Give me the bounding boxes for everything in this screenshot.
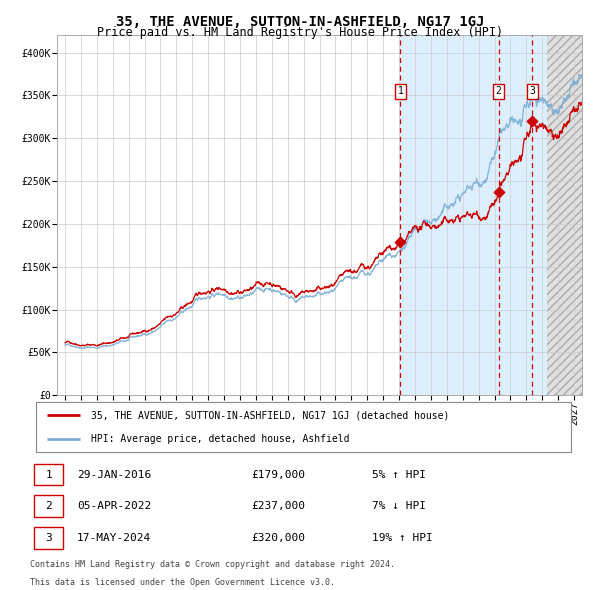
- Text: 17-MAY-2024: 17-MAY-2024: [77, 533, 151, 543]
- Text: 35, THE AVENUE, SUTTON-IN-ASHFIELD, NG17 1GJ (detached house): 35, THE AVENUE, SUTTON-IN-ASHFIELD, NG17…: [91, 410, 449, 420]
- Text: This data is licensed under the Open Government Licence v3.0.: This data is licensed under the Open Gov…: [30, 578, 335, 586]
- Text: 29-JAN-2016: 29-JAN-2016: [77, 470, 151, 480]
- FancyBboxPatch shape: [34, 496, 63, 517]
- Text: 1: 1: [397, 86, 403, 96]
- Bar: [400, 35, 547, 395]
- FancyBboxPatch shape: [34, 527, 63, 549]
- Text: £237,000: £237,000: [251, 502, 305, 511]
- Text: 3: 3: [529, 86, 535, 96]
- Text: £179,000: £179,000: [251, 470, 305, 480]
- Text: 3: 3: [46, 533, 52, 543]
- Point: [494, 188, 503, 197]
- Text: 35, THE AVENUE, SUTTON-IN-ASHFIELD, NG17 1GJ: 35, THE AVENUE, SUTTON-IN-ASHFIELD, NG17…: [116, 15, 484, 29]
- Text: Contains HM Land Registry data © Crown copyright and database right 2024.: Contains HM Land Registry data © Crown c…: [30, 560, 395, 569]
- Text: 5% ↑ HPI: 5% ↑ HPI: [372, 470, 426, 480]
- FancyBboxPatch shape: [35, 402, 571, 452]
- Text: 2: 2: [496, 86, 502, 96]
- Point: [395, 237, 405, 247]
- Point: [527, 116, 537, 126]
- Text: Price paid vs. HM Land Registry's House Price Index (HPI): Price paid vs. HM Land Registry's House …: [97, 26, 503, 39]
- Text: HPI: Average price, detached house, Ashfield: HPI: Average price, detached house, Ashf…: [91, 434, 349, 444]
- Bar: [547, 35, 582, 395]
- Text: 2: 2: [46, 502, 52, 511]
- Text: 05-APR-2022: 05-APR-2022: [77, 502, 151, 511]
- Text: 19% ↑ HPI: 19% ↑ HPI: [372, 533, 433, 543]
- Text: 1: 1: [46, 470, 52, 480]
- FancyBboxPatch shape: [34, 464, 63, 486]
- Text: £320,000: £320,000: [251, 533, 305, 543]
- Text: 7% ↓ HPI: 7% ↓ HPI: [372, 502, 426, 511]
